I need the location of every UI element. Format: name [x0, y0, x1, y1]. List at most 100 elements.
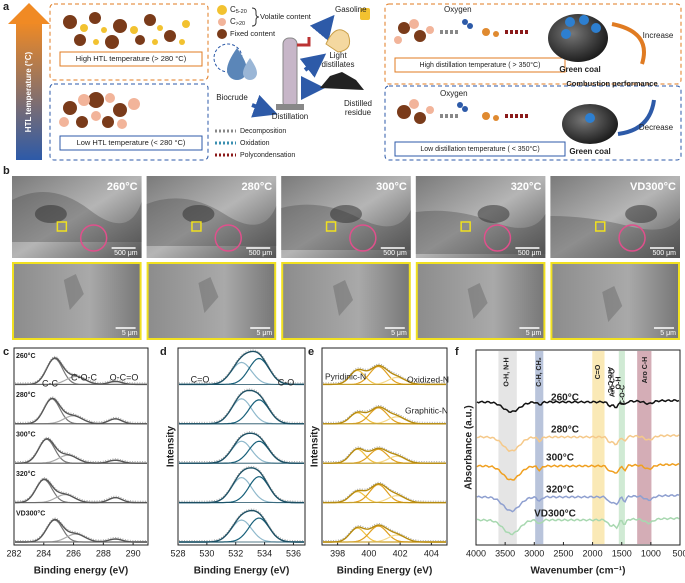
fit-envelope — [15, 397, 147, 425]
fit-component — [179, 398, 304, 425]
zoom-box — [56, 221, 68, 232]
x-tick-label: 532 — [228, 548, 243, 558]
product-label: Gasoline — [335, 5, 367, 14]
zoom-box — [325, 221, 337, 232]
band-label: O-H — [616, 377, 623, 390]
process-label: Distillation — [272, 112, 308, 121]
sem-texture — [146, 198, 277, 246]
product-label: Biocrude — [216, 93, 248, 102]
panel-a-shapes — [8, 3, 682, 161]
plot-frame — [13, 347, 149, 546]
x-axis-label: Binding energy (eV) — [34, 566, 128, 577]
product-label: Light — [329, 51, 347, 60]
y-axis-label: Absorbance (a.u.) — [464, 405, 475, 489]
raw-data — [14, 477, 147, 502]
ir-spectrum — [476, 462, 680, 481]
panel-label: a — [3, 1, 10, 13]
scale-label: 500 μm — [249, 250, 273, 257]
x-tick-label: 500 — [672, 548, 685, 558]
sem-texture — [198, 277, 219, 313]
sem-texture — [602, 286, 623, 322]
x-axis-label: Binding Energy (eV) — [337, 566, 433, 577]
x-tick-label: 1500 — [612, 548, 632, 558]
peak-label: C=O — [191, 374, 210, 384]
scale-label: 500 μm — [383, 250, 407, 257]
sample-label: 300°C — [546, 453, 574, 464]
sem-texture — [467, 283, 488, 319]
legend-label: Polycondensation — [240, 152, 295, 159]
legend-label: Volatile content — [260, 12, 312, 21]
sem-texture — [34, 205, 67, 223]
fit-envelope — [15, 437, 147, 464]
trend-label: Increase — [643, 31, 674, 40]
x-tick-label: 534 — [257, 548, 272, 558]
panel-label: e — [308, 346, 314, 358]
sem-texture — [330, 205, 362, 223]
sample-label: 300°C — [376, 181, 407, 193]
sem-texture — [477, 205, 510, 223]
zoom-circle — [618, 224, 646, 252]
sem-image-zoom — [146, 262, 277, 340]
plot-frame — [321, 347, 448, 546]
raw-data — [323, 404, 446, 423]
x-tick-label: 3000 — [524, 548, 544, 558]
peak-label: O-C=O — [110, 372, 139, 382]
panel-label: b — [3, 165, 10, 177]
ir-spectrum — [476, 433, 680, 453]
x-tick-label: 282 — [6, 548, 21, 558]
sample-label: 320°C — [16, 470, 36, 478]
fit-envelope — [15, 357, 147, 386]
x-tick-label: 398 — [330, 548, 345, 558]
scale-label: 5 μm — [660, 330, 676, 337]
condition-label: Low HTL temperature (< 280 °C) — [77, 138, 186, 147]
product-label: distillates — [322, 60, 355, 69]
legend-label: Decomposition — [240, 128, 286, 135]
panel-label: c — [3, 346, 9, 358]
fit-component — [179, 399, 304, 425]
sample-label: VD300°C — [630, 181, 676, 193]
x-tick-label: 284 — [36, 548, 51, 558]
ir-spectrum — [476, 493, 680, 513]
sample-label: 320°C — [546, 485, 574, 496]
sem-image-zoom — [550, 262, 681, 340]
x-tick-label: 288 — [96, 548, 111, 558]
scale-label: 5 μm — [391, 330, 407, 337]
species-label: C5-20 — [230, 5, 247, 15]
x-tick-label: 2500 — [553, 548, 573, 558]
peak-label: C-O-C — [71, 372, 97, 382]
fit-envelope — [14, 478, 147, 504]
species-subscript: 5-20 — [236, 9, 247, 15]
sem-texture — [333, 280, 354, 316]
sample-label: 280°C — [16, 391, 36, 399]
sem-texture — [63, 274, 84, 310]
sem-image-zoom — [415, 262, 546, 340]
zoom-box — [460, 221, 471, 232]
sem-image — [12, 176, 142, 258]
band-label: C=O — [595, 364, 602, 379]
sample-label: 260°C — [551, 393, 579, 404]
trend-label: Decrease — [639, 123, 674, 132]
raw-data — [15, 436, 147, 463]
peak-label: C-O — [278, 377, 295, 387]
x-tick-label: 402 — [393, 548, 408, 558]
band-label: O-H, N-H — [503, 357, 510, 386]
axis-label: HTL temperature (°C) — [24, 51, 33, 132]
y-axis-label: Intensity — [310, 426, 321, 468]
zoom-circle — [79, 224, 108, 252]
fit-component — [179, 440, 304, 464]
sem-texture — [550, 216, 681, 258]
product-label: Distilled — [344, 99, 372, 108]
fit-component — [179, 440, 304, 464]
zoom-circle — [483, 224, 512, 252]
condition-label: Low distillation temperature ( < 350°C) — [420, 145, 539, 153]
sample-label: 280°C — [551, 425, 579, 436]
x-tick-label: 400 — [361, 548, 376, 558]
sem-image-zoom — [281, 262, 411, 340]
zoom-circle — [349, 224, 377, 252]
x-tick-label: 404 — [424, 548, 439, 558]
oxygen-label: Oxygen — [444, 5, 472, 14]
zoom-box — [191, 221, 202, 232]
ir-band — [618, 351, 625, 544]
fit-component — [179, 476, 304, 504]
